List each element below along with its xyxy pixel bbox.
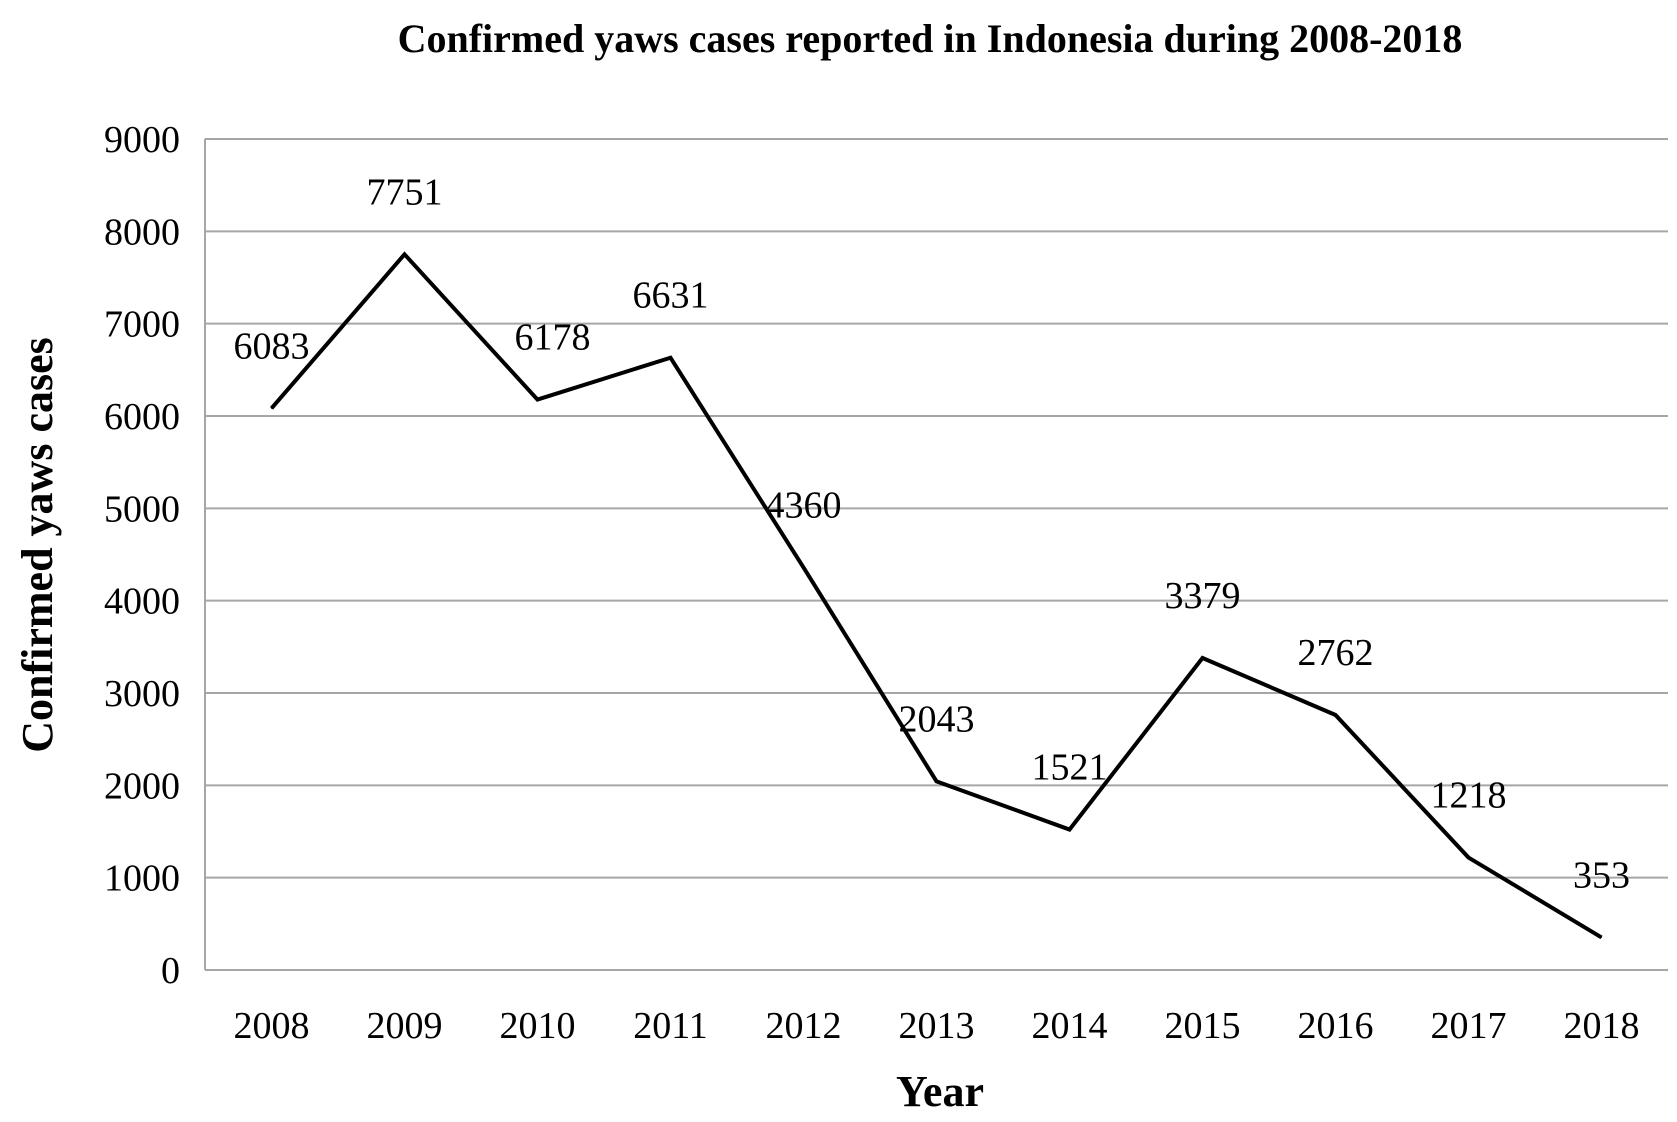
y-axis-ticks: 0 1000 2000 3000 4000 5000 6000 7000 8000 9000: [104, 119, 180, 992]
series-line-group: [269, 251, 1603, 940]
data-point: [1069, 829, 1070, 831]
data-label: 2043: [899, 698, 975, 740]
y-tick-label: 3000: [104, 673, 180, 715]
data-label: 4360: [766, 484, 842, 526]
x-tick-label: 2009: [367, 1005, 443, 1047]
data-point: [537, 399, 538, 401]
y-tick-label: 5000: [104, 488, 180, 530]
x-tick-label: 2017: [1431, 1005, 1507, 1047]
data-point: [936, 780, 937, 782]
x-tick-label: 2008: [234, 1005, 310, 1047]
data-label: 7751: [367, 171, 443, 213]
gridlines: [204, 138, 1668, 971]
x-tick-label: 2011: [633, 1005, 708, 1047]
y-tick-label: 8000: [104, 211, 180, 253]
y-tick-label: 4000: [104, 581, 180, 623]
y-tick-label: 7000: [104, 304, 180, 346]
x-tick-label: 2018: [1564, 1005, 1640, 1047]
data-point: [803, 566, 804, 568]
y-tick-label: 6000: [104, 396, 180, 438]
data-point: [670, 357, 671, 359]
x-tick-label: 2010: [500, 1005, 576, 1047]
data-label: 6178: [515, 317, 591, 359]
y-tick-label: 2000: [104, 765, 180, 807]
data-label: 353: [1573, 854, 1630, 896]
data-label: 2762: [1298, 632, 1374, 674]
data-labels: 6083 7751 6178 6631 4360 2043 1521 3379 2762 1218…: [234, 171, 1631, 896]
data-point: [1601, 936, 1602, 938]
x-tick-label: 2016: [1298, 1005, 1374, 1047]
data-point: [1468, 857, 1469, 859]
y-tick-label: 0: [161, 950, 180, 992]
data-label: 1218: [1431, 775, 1507, 817]
data-label: 6631: [633, 275, 709, 317]
chart-title: Confirmed yaws cases reported in Indones…: [398, 16, 1463, 61]
data-point: [271, 407, 272, 409]
series-line: [269, 251, 1603, 940]
x-tick-label: 2014: [1032, 1005, 1108, 1047]
y-tick-label: 9000: [104, 119, 180, 161]
data-point: [1335, 714, 1336, 716]
data-point: [1202, 657, 1203, 659]
x-tick-label: 2012: [766, 1005, 842, 1047]
data-label: 3379: [1165, 575, 1241, 617]
y-tick-label: 1000: [104, 858, 180, 900]
y-axis-title: Confirmed yaws cases: [13, 337, 62, 753]
data-label: 1521: [1032, 747, 1108, 789]
x-tick-label: 2015: [1165, 1005, 1241, 1047]
x-tick-label: 2013: [899, 1005, 975, 1047]
data-label: 6083: [234, 325, 310, 367]
x-axis-ticks: 2008 2009 2010 2011 2012 2013 2014 2015 2016 2017…: [234, 1005, 1640, 1047]
data-point: [404, 253, 405, 255]
x-axis-title: Year: [896, 1067, 984, 1116]
